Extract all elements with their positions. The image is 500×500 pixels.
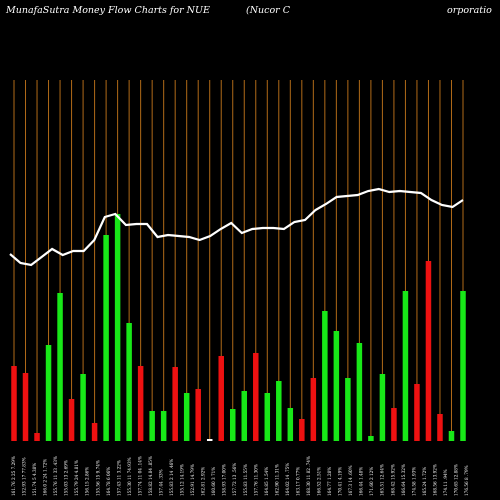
bars [11,214,466,441]
bar [172,367,178,441]
x-tick-label: 157.43 11 3.22% [116,460,121,496]
bar [241,391,248,441]
bar [310,378,317,441]
bar [206,439,213,441]
bar [218,356,224,441]
bar [229,409,236,441]
x-tick-label: 162.81 2.92% [201,467,206,496]
x-tick-label: 164.85 1.54% [264,467,269,496]
bar [333,331,340,441]
x-tick-label: 166.0 2 24 1.72% [43,459,48,496]
bar [345,378,351,441]
x-tick-label: 174.11 .94% [443,469,448,496]
x-tick-label: 155.56 15 9.74% [95,460,100,496]
x-tick-label: 158.82 14.84 .85% [148,456,153,496]
bar [22,373,29,441]
bar [448,431,455,441]
bar [402,291,409,441]
bar [103,235,109,441]
x-tick-label: 165.24 1.72% [422,467,427,496]
bar [91,423,98,441]
x-tick-label: 155.83 11.55% [243,464,248,496]
x-tick-label: 164.02 14 .75% [285,463,290,496]
x-tick-label: 160.60 3 71% [211,467,216,496]
x-tick-label: 158.93 17.00% [222,464,227,496]
chart-title: MunafaSutra Money Flow Charts for NUE [6,5,210,16]
bar [276,381,282,441]
bar [114,214,121,441]
x-tick-label: 155.03 13 2.69% [64,460,69,496]
x-tick-label: 166.52 2.51% [317,467,322,496]
bar [68,399,75,441]
x-tick-label: 168.30 11 82 .74% [306,456,311,496]
chart-title-company-a: (Nucor C [246,5,291,16]
bar [299,419,305,441]
bar [437,414,443,441]
x-tick-label: 171.60 2 12% [369,467,374,496]
x-tick-labels: 161.76 2 25 7.29% 152.93 17 77.83% 151.74 … [11,456,469,496]
x-tick-label: 170.41 4.19% [338,467,343,496]
x-tick-label: 166.44 1.48% [359,467,364,496]
bar [57,293,63,441]
x-tick-label: 164.78 6 06% [106,467,111,496]
x-tick-label: 155.76 11 33 .43% [53,456,58,496]
money-flow-line [9,187,464,267]
bar [368,436,374,441]
bar [425,261,432,441]
bar [80,374,86,441]
x-tick-label: 165.51 12.64% [380,464,385,496]
x-tick-label: 155.12 14.19% [180,464,185,496]
x-tick-label: 168.56 13.92% [432,464,437,496]
x-tick-label: 170.65 12.88% [453,464,458,496]
x-tick-label: 157.72 13 .56% [232,463,237,496]
bar [322,311,328,441]
x-tick-label: 167.3 14 .60% [348,465,353,496]
x-tick-label: 151.74 5 4.38% [32,463,37,496]
x-tick-label: 174.58 1.93% [411,467,416,496]
bar [126,323,132,441]
bar [45,345,52,441]
x-tick-label: 152.91 14.79% [190,464,195,496]
bar [379,374,386,441]
bar [414,384,420,441]
bar [356,343,363,441]
x-tick-label: 163.17 0.77% [295,467,300,496]
bar [287,408,294,441]
grid-lines [13,80,464,441]
bar [160,411,167,441]
bar [460,291,466,441]
x-tick-label: 166.64 15.32% [401,464,406,496]
bar [137,366,144,441]
x-tick-label: 168.42 15.92% [390,464,395,496]
x-tick-label: 157.44 .33% [158,469,163,496]
x-tick-label: 176.56 8 .79% [464,465,469,496]
bar [149,411,155,441]
bar [253,353,259,441]
x-tick-label: 155.79 24 4.81% [74,460,79,496]
x-tick-label: 157.74 11 04 .14% [137,456,142,496]
bar [34,433,40,441]
x-tick-label: 157.76 11.30% [253,464,258,496]
bar [11,366,17,441]
x-tick-label: 164.77 1.28% [327,467,332,496]
chart-title-company-b: orporatio [447,5,492,16]
x-tick-label: 155.83 2 14 .46% [169,459,174,496]
bar [264,393,271,441]
x-tick-label: 152.93 17 77.83% [22,457,27,496]
bar [183,393,190,441]
bar [391,408,397,441]
x-tick-label: 156.15 2.86% [85,467,90,496]
x-tick-label: 155.30 11 74.93% [127,457,132,496]
x-tick-label: 161.76 2 25 7.29% [11,456,16,496]
x-tick-label: 162.90 11.31% [274,464,279,496]
bar [195,389,201,441]
